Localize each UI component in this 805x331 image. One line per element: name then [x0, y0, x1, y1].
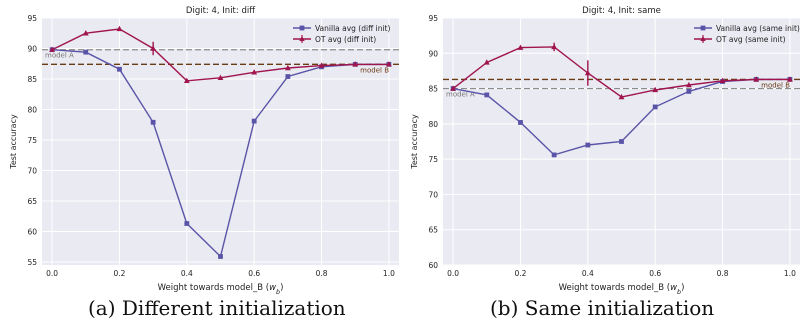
x-tick-label: 0.4 [181, 269, 193, 278]
data-point [719, 77, 726, 84]
x-tick-label: 1.0 [383, 269, 395, 278]
data-point [585, 142, 591, 148]
series-ot [49, 25, 392, 84]
y-axis-label: Test accuracy [410, 114, 419, 170]
data-point [685, 81, 692, 88]
y-tick-label: 80 [428, 120, 438, 129]
x-tick-label: 0.2 [514, 269, 526, 278]
legend-item-ot: OT avg (diff init) [293, 35, 376, 44]
plot-area [42, 18, 399, 265]
y-tick-label: 90 [27, 44, 37, 53]
data-point [218, 254, 223, 259]
y-tick-label: 85 [27, 75, 37, 84]
series-ot [450, 42, 793, 100]
data-point [385, 61, 392, 67]
data-point [686, 88, 692, 94]
y-tick-label: 60 [27, 227, 37, 236]
y-tick-label: 65 [27, 197, 37, 206]
data-point [652, 104, 658, 110]
x-tick-label: 0.0 [46, 269, 58, 278]
x-tick-label: 0.6 [649, 269, 661, 278]
legend-swatch-marker [299, 25, 305, 31]
legend-label: Vanilla avg (diff init) [315, 24, 390, 33]
data-point [318, 62, 325, 68]
x-tick-label: 0.8 [316, 269, 328, 278]
data-point [652, 86, 659, 93]
chart-title: Digit: 4, Init: same [582, 6, 661, 16]
y-tick-label: 90 [428, 49, 438, 58]
data-point [217, 74, 224, 80]
x-tick-label: 0.0 [447, 269, 459, 278]
reference-label-model-b: model B [761, 81, 790, 89]
x-tick-label: 0.4 [582, 269, 594, 278]
caption-b: (b) Same initialization [490, 296, 715, 320]
data-point [150, 119, 156, 125]
data-point [82, 30, 89, 36]
legend-swatch-marker [700, 25, 706, 31]
y-tick-label: 70 [27, 166, 37, 175]
data-point [551, 43, 558, 50]
x-tick-label: 0.6 [248, 269, 260, 278]
data-point [584, 69, 591, 76]
data-point [251, 118, 257, 124]
data-point [483, 59, 490, 65]
data-point [184, 221, 190, 226]
data-point [352, 61, 359, 67]
legend: Vanilla avg (same init) OT avg (same init… [694, 24, 800, 44]
data-point [551, 152, 557, 158]
y-tick-label: 60 [428, 261, 438, 270]
reference-label-model-b: model B [360, 66, 389, 74]
legend-item-vanilla: Vanilla avg (diff init) [293, 24, 390, 33]
legend-label: OT avg (same init) [716, 35, 786, 44]
chart-title: Digit: 4, Init: diff [186, 6, 256, 16]
legend-item-ot: OT avg (same init) [694, 35, 786, 44]
data-point [450, 85, 457, 91]
y-tick-label: 65 [428, 226, 438, 235]
y-tick-label: 70 [428, 190, 438, 199]
y-axis-label: Test accuracy [9, 114, 18, 170]
reference-label-model-a: model A [45, 52, 74, 60]
data-point [753, 76, 760, 82]
data-point [484, 92, 490, 98]
y-tick-label: 95 [428, 14, 438, 23]
data-point [49, 46, 56, 52]
data-point [116, 25, 123, 32]
data-point [83, 49, 89, 55]
legend-swatch-marker [700, 36, 706, 41]
legend-label: Vanilla avg (same init) [716, 24, 800, 33]
legend-item-vanilla: Vanilla avg (same init) [694, 24, 800, 33]
data-point [517, 44, 524, 50]
y-tick-label: 75 [27, 136, 37, 145]
y-tick-label: 55 [27, 258, 37, 267]
x-tick-label: 0.2 [113, 269, 125, 278]
data-point [117, 66, 122, 72]
data-point [284, 64, 291, 71]
data-point [251, 69, 258, 75]
chart-panel-b: 60 65 70 75 80 85 90 95 0.0 0.2 0.4 0.6 0.8 1.0 Digit:… [410, 6, 800, 296]
data-point [786, 76, 793, 82]
x-axis-label: Weight towards model_B (wb) [158, 283, 284, 296]
y-tick-label: 95 [27, 14, 37, 23]
data-point [285, 74, 291, 79]
y-tick-label: 75 [428, 155, 438, 164]
caption-a: (a) Different initialization [88, 296, 346, 320]
reference-label-model-a: model A [446, 91, 475, 99]
data-point [618, 93, 625, 100]
chart-panel-a: 55 60 65 70 75 80 85 90 95 0.0 0.2 0.4 0.6 0.8 1.0 Digi… [9, 6, 399, 296]
data-point [183, 77, 190, 84]
x-tick-label: 1.0 [784, 269, 796, 278]
data-point [518, 120, 523, 125]
x-tick-label: 0.8 [717, 269, 729, 278]
x-axis-label: Weight towards model_B (wb) [559, 283, 685, 296]
legend-swatch-marker [299, 36, 305, 41]
data-point [619, 139, 624, 144]
legend: Vanilla avg (diff init) OT avg (diff init… [293, 24, 390, 44]
data-point [150, 45, 157, 51]
y-tick-label: 80 [27, 105, 37, 114]
legend-label: OT avg (diff init) [315, 35, 376, 44]
y-tick-label: 85 [428, 85, 438, 94]
